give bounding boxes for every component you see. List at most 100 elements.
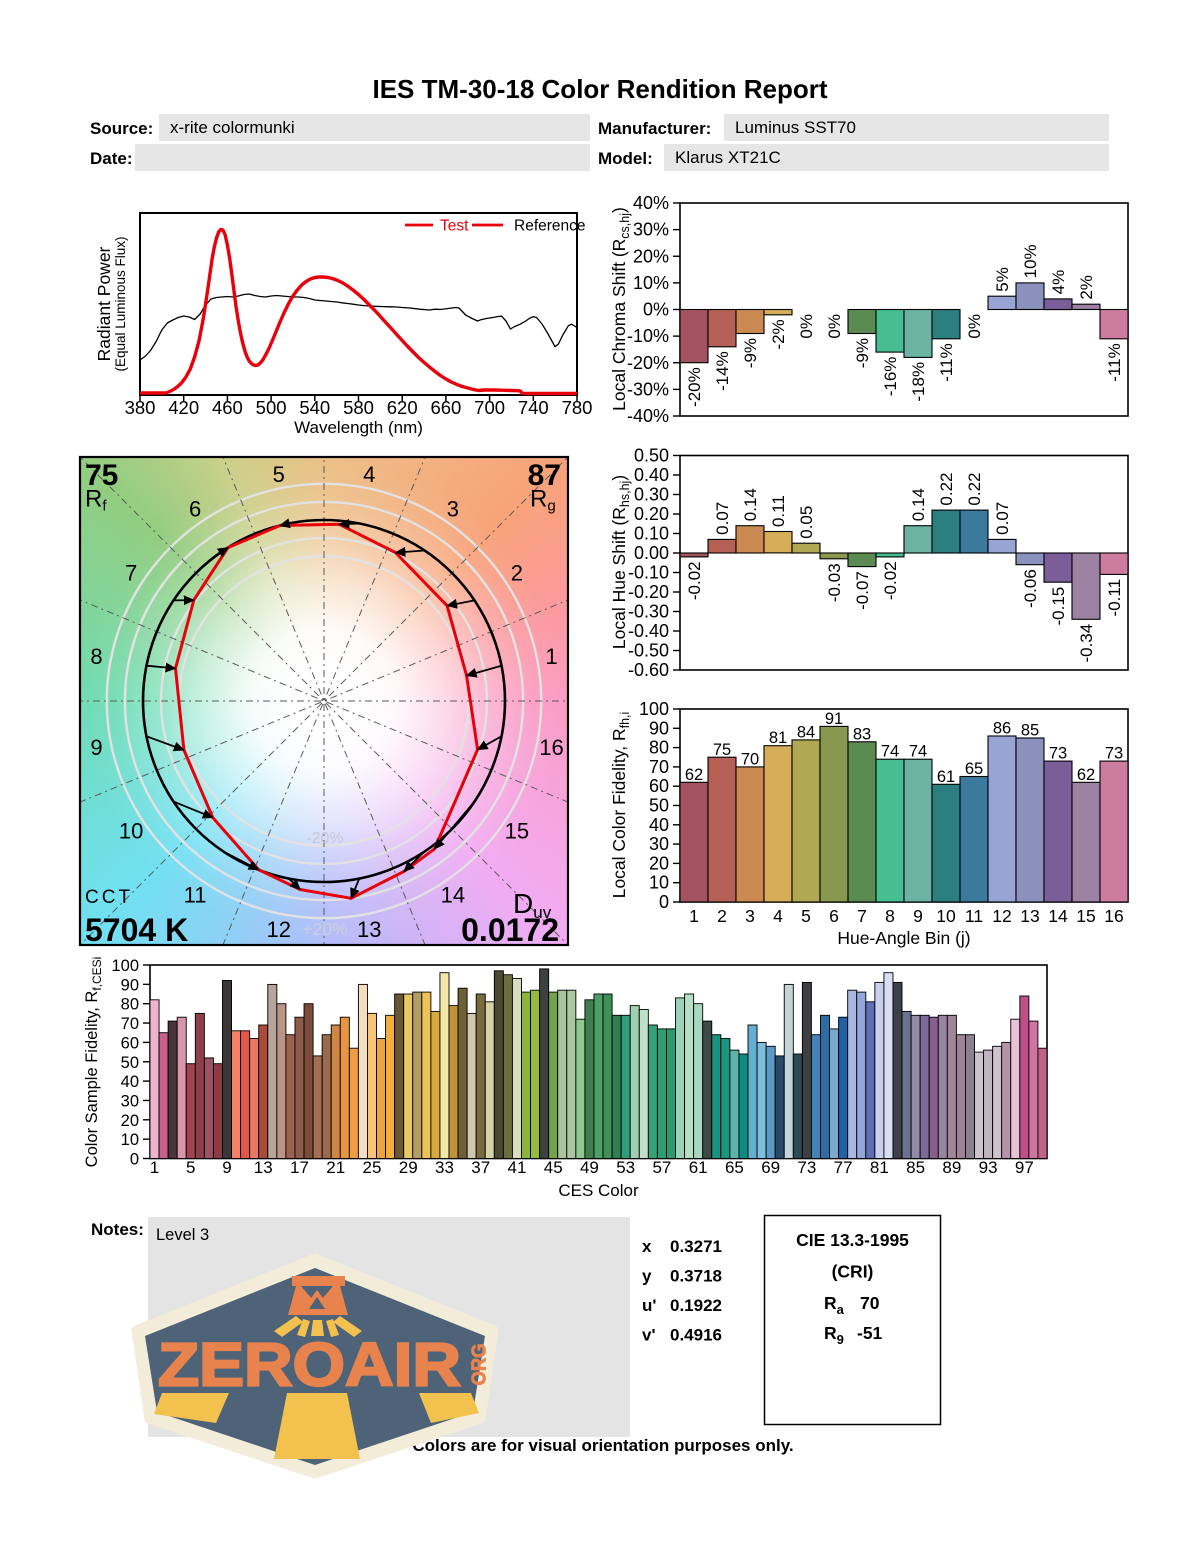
svg-text:420: 420 <box>168 397 199 418</box>
svg-text:20: 20 <box>649 853 669 873</box>
svg-text:660: 660 <box>430 397 461 418</box>
svg-text:-0.02: -0.02 <box>881 561 900 600</box>
svg-text:-20%: -20% <box>306 830 343 847</box>
svg-text:70: 70 <box>649 757 669 777</box>
svg-text:4: 4 <box>363 462 375 487</box>
svg-text:-9%: -9% <box>853 338 872 368</box>
svg-text:5704 K: 5704 K <box>85 912 188 948</box>
svg-text:-2%: -2% <box>769 319 788 349</box>
svg-text:40: 40 <box>121 1073 139 1091</box>
svg-text:-0.07: -0.07 <box>853 571 872 610</box>
svg-text:8: 8 <box>90 644 102 669</box>
svg-text:12: 12 <box>992 906 1011 926</box>
svg-text:33: 33 <box>435 1158 454 1177</box>
svg-text:-0.03: -0.03 <box>825 563 844 602</box>
svg-text:0.07: 0.07 <box>993 502 1012 535</box>
svg-text:17: 17 <box>290 1158 309 1177</box>
svg-text:73: 73 <box>1049 745 1067 763</box>
svg-text:0%: 0% <box>965 314 984 339</box>
svg-text:CIE 13.3-1995: CIE 13.3-1995 <box>796 1230 909 1250</box>
svg-text:75: 75 <box>713 741 731 759</box>
svg-text:460: 460 <box>212 397 243 418</box>
svg-text:100: 100 <box>111 957 139 975</box>
svg-text:CCT: CCT <box>85 887 133 908</box>
svg-text:-0.02: -0.02 <box>685 561 704 600</box>
svg-text:20%: 20% <box>633 246 669 266</box>
svg-text:0: 0 <box>659 892 669 912</box>
svg-text:57: 57 <box>652 1158 671 1177</box>
svg-text:2: 2 <box>717 906 727 926</box>
svg-text:30%: 30% <box>633 220 669 240</box>
svg-text:0.11: 0.11 <box>769 495 788 527</box>
svg-text:0: 0 <box>130 1151 139 1169</box>
svg-text:5: 5 <box>186 1158 195 1177</box>
svg-text:-30%: -30% <box>627 379 669 399</box>
svg-text:-9%: -9% <box>741 338 760 368</box>
svg-text:41: 41 <box>507 1158 526 1177</box>
svg-text:7: 7 <box>857 906 867 926</box>
svg-text:45: 45 <box>544 1158 563 1177</box>
svg-text:81: 81 <box>769 729 787 747</box>
svg-text:-20%: -20% <box>627 353 669 373</box>
svg-text:20: 20 <box>121 1112 139 1130</box>
svg-text:-0.40: -0.40 <box>628 621 669 641</box>
svg-text:0.22: 0.22 <box>965 473 984 506</box>
svg-text:30: 30 <box>649 834 669 854</box>
svg-text:13: 13 <box>1020 906 1039 926</box>
svg-text:+20%: +20% <box>302 919 347 939</box>
svg-text:9: 9 <box>222 1158 231 1177</box>
svg-text:CES Color: CES Color <box>558 1181 639 1200</box>
svg-text:60: 60 <box>121 1034 139 1052</box>
svg-text:740: 740 <box>518 397 549 418</box>
svg-text:89: 89 <box>942 1158 961 1177</box>
svg-text:61: 61 <box>689 1158 708 1177</box>
svg-text:91: 91 <box>825 710 843 728</box>
svg-text:0.20: 0.20 <box>634 504 669 524</box>
svg-text:Notes:: Notes: <box>91 1220 144 1239</box>
svg-text:-11%: -11% <box>937 343 956 381</box>
svg-text:0%: 0% <box>797 314 816 339</box>
svg-text:0.3271: 0.3271 <box>670 1237 722 1256</box>
svg-text:0.07: 0.07 <box>713 502 732 535</box>
svg-text:90: 90 <box>121 976 139 994</box>
svg-text:5: 5 <box>273 462 285 487</box>
svg-text:-0.15: -0.15 <box>1049 587 1068 626</box>
svg-text:Local Color Fidelity, Rfh,i: Local Color Fidelity, Rfh,i <box>609 712 632 899</box>
svg-text:74: 74 <box>909 743 927 761</box>
svg-text:-20%: -20% <box>685 367 704 407</box>
svg-text:93: 93 <box>979 1158 998 1177</box>
svg-text:0.05: 0.05 <box>797 506 816 539</box>
svg-text:Hue-Angle Bin (j): Hue-Angle Bin (j) <box>837 928 970 948</box>
svg-text:1: 1 <box>150 1158 159 1177</box>
svg-text:(CRI): (CRI) <box>832 1262 874 1282</box>
svg-text:73: 73 <box>797 1158 816 1177</box>
svg-text:-51: -51 <box>857 1323 883 1343</box>
svg-text:70: 70 <box>121 1015 139 1033</box>
svg-text:-0.30: -0.30 <box>628 602 669 622</box>
svg-text:87: 87 <box>528 459 561 492</box>
svg-text:ZEROAIR: ZEROAIR <box>158 1331 461 1399</box>
svg-text:540: 540 <box>299 397 330 418</box>
svg-text:84: 84 <box>797 723 815 741</box>
svg-text:10%: 10% <box>633 273 669 293</box>
svg-text:12: 12 <box>266 917 290 942</box>
svg-text:780: 780 <box>562 397 593 418</box>
svg-text:u': u' <box>642 1296 656 1315</box>
svg-text:8: 8 <box>885 906 895 926</box>
svg-text:73: 73 <box>1105 745 1123 763</box>
svg-text:85: 85 <box>1021 721 1039 739</box>
svg-text:80: 80 <box>121 996 139 1014</box>
svg-text:Colors are for visual orientat: Colors are for visual orientation purpos… <box>412 1436 793 1455</box>
svg-text:-0.20: -0.20 <box>628 582 669 602</box>
svg-text:Color Sample Fidelity, Rf,CESi: Color Sample Fidelity, Rf,CESi <box>83 957 104 1168</box>
svg-text:14: 14 <box>1048 906 1068 926</box>
svg-text:6: 6 <box>829 906 839 926</box>
svg-text:-0.11: -0.11 <box>1105 579 1124 617</box>
svg-text:4: 4 <box>773 906 783 926</box>
svg-text:50: 50 <box>121 1054 139 1072</box>
svg-text:1: 1 <box>545 644 557 669</box>
svg-text:77: 77 <box>834 1158 853 1177</box>
svg-text:40%: 40% <box>633 193 669 213</box>
svg-text:-0.34: -0.34 <box>1077 624 1096 663</box>
svg-text:16: 16 <box>539 735 563 760</box>
